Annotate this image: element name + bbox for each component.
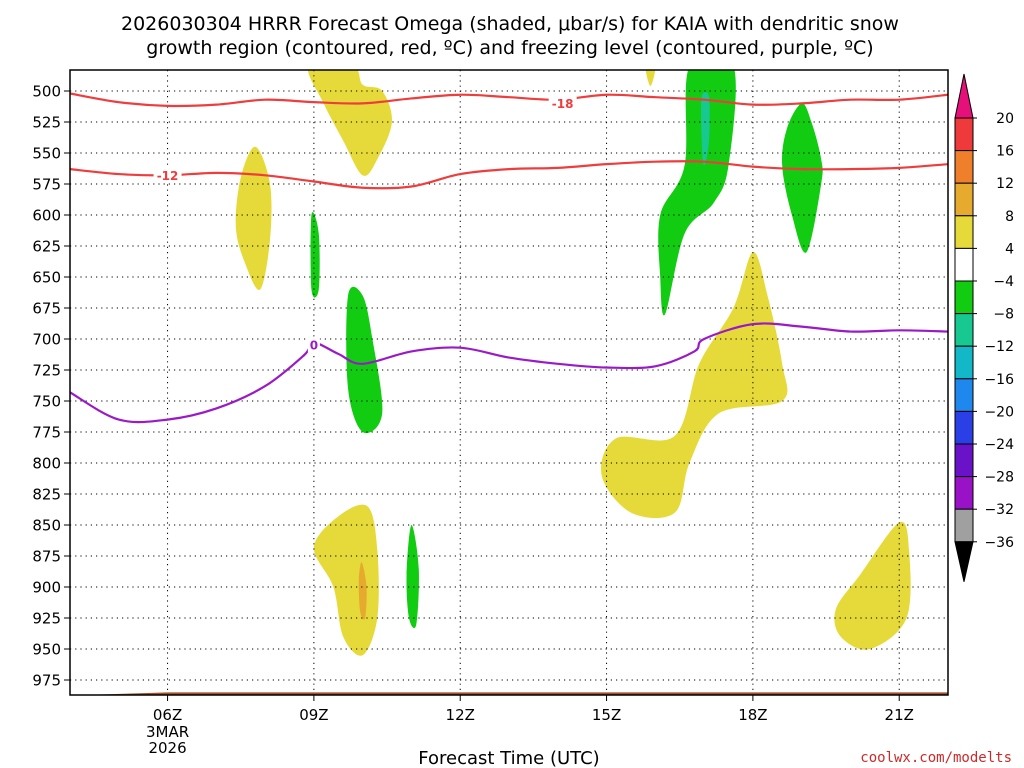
shade-yellow-21z xyxy=(834,521,911,650)
contour--12 xyxy=(70,160,948,190)
y-tick-label-775: 775 xyxy=(32,424,61,442)
chart-title-line-2: growth region (contoured, red, ºC) and f… xyxy=(146,37,873,59)
shade-yellow-07z-08z xyxy=(235,146,272,290)
contour-label-bg--18 xyxy=(548,96,577,111)
colorbar-bin-1 xyxy=(954,150,974,184)
y-tick-label-750: 750 xyxy=(32,393,61,411)
y-tick-label-725: 725 xyxy=(32,362,61,380)
contour-0 xyxy=(70,322,948,424)
colorbar-bin-12 xyxy=(954,508,974,543)
colorbar-bin-8 xyxy=(954,378,974,412)
colorbar-bin-10 xyxy=(954,443,974,478)
colorbar-label-10: −24 xyxy=(984,437,1014,453)
y-tick-label-700: 700 xyxy=(32,331,61,349)
shade-yellow-near-15z-top xyxy=(645,70,656,87)
y-tick-label-850: 850 xyxy=(32,517,61,535)
chart-title-line-1: 2026030304 HRRR Forecast Omega (shaded, … xyxy=(121,13,899,35)
shade-green-09z-small xyxy=(310,212,320,298)
y-tick-label-825: 825 xyxy=(32,486,61,504)
y-tick-label-575: 575 xyxy=(32,176,61,194)
shade-yellow-9z-10z-top xyxy=(308,70,392,176)
y-tick-label-550: 550 xyxy=(32,145,61,163)
colorbar-label-1: 16 xyxy=(996,144,1014,160)
shade-green-17z-tall xyxy=(658,70,736,316)
contour-label-bg-0 xyxy=(307,338,320,353)
colorbar-label-9: −20 xyxy=(984,404,1014,420)
x-tick-label-18Z: 18Z xyxy=(738,706,767,724)
colorbar-label-7: −12 xyxy=(984,339,1014,355)
y-tick-label-650: 650 xyxy=(32,269,61,287)
y-tick-label-925: 925 xyxy=(32,610,61,628)
colorbar-bin-0 xyxy=(954,117,974,152)
colorbar-label-4: 4 xyxy=(1005,241,1014,257)
colorbar-bin-9 xyxy=(954,410,974,445)
contour--18 xyxy=(70,92,948,108)
x-tick-label-21Z: 21Z xyxy=(885,706,914,724)
shade-yellow-09z-10z-bottom xyxy=(313,504,379,656)
y-tick-label-900: 900 xyxy=(32,579,61,597)
colorbar-bin-4 xyxy=(954,247,974,282)
shade-teal-17z-core xyxy=(701,91,710,166)
y-tick-label-525: 525 xyxy=(32,114,61,132)
colorbar: 20 16 12 8 4 −4 −8 −12 −16 −20 −24 −28 −32 −36 xyxy=(954,73,1014,582)
y-tick-label-600: 600 xyxy=(32,207,61,225)
temperature-contours xyxy=(70,92,948,424)
contour-label--18: -18 xyxy=(552,97,574,111)
pressure-axis: 500 525 550 575 600 625 650 675 700 725 750 775 800 8… xyxy=(32,83,70,690)
colorbar-bin-6 xyxy=(954,313,974,347)
x-tick-label-09Z: 09Z xyxy=(299,706,328,724)
contour-label-bg--12 xyxy=(153,168,182,183)
colorbar-bin-3 xyxy=(954,215,974,249)
y-tick-label-500: 500 xyxy=(32,83,61,101)
y-tick-label-975: 975 xyxy=(32,672,61,690)
contour-labels: -18 -12 0 xyxy=(153,96,577,353)
shade-yellow-15z-18z xyxy=(601,252,788,519)
y-tick-label-625: 625 xyxy=(32,238,61,256)
colorbar-bin-7 xyxy=(954,345,974,380)
shade-green-10z-tall xyxy=(346,286,383,434)
x-tick-sublabel-0: 3MAR xyxy=(146,723,189,741)
colorbar-bin-2 xyxy=(954,182,974,217)
colorbar-label-6: −8 xyxy=(993,307,1014,323)
x-tick-label-12Z: 12Z xyxy=(446,706,475,724)
colorbar-label-0: 20 xyxy=(996,111,1014,127)
y-tick-label-950: 950 xyxy=(32,641,61,659)
y-tick-label-875: 875 xyxy=(32,548,61,566)
y-tick-label-675: 675 xyxy=(32,300,61,318)
colorbar-label-13: −36 xyxy=(984,535,1014,551)
shade-green-19z xyxy=(781,103,823,253)
x-tick-sublabel-1: 2026 xyxy=(148,739,186,757)
x-axis-label: Forecast Time (UTC) xyxy=(418,748,599,768)
colorbar-bin-11 xyxy=(954,476,974,510)
colorbar-label-11: −28 xyxy=(984,470,1014,486)
shade-orange-10z-core xyxy=(358,562,367,620)
plot-area: -18 -12 0 xyxy=(69,69,949,696)
colorbar-label-5: −4 xyxy=(993,274,1014,290)
colorbar-label-8: −16 xyxy=(984,372,1014,388)
contour-label--12: -12 xyxy=(157,169,179,183)
dotted-grid xyxy=(70,70,948,695)
colorbar-label-3: 8 xyxy=(1005,209,1014,225)
shade-green-11z-small xyxy=(406,524,419,629)
plot-frame xyxy=(69,69,949,696)
credit-text: coolwx.com/modelts xyxy=(860,750,1012,766)
x-tick-label-06Z: 06Z xyxy=(153,706,182,724)
colorbar-top-arrow xyxy=(954,73,974,119)
y-tick-label-800: 800 xyxy=(32,455,61,473)
x-tick-label-15Z: 15Z xyxy=(592,706,621,724)
colorbar-bottom-arrow xyxy=(954,541,974,582)
colorbar-label-12: −32 xyxy=(984,502,1014,518)
colorbar-label-2: 12 xyxy=(996,176,1014,192)
omega-shading xyxy=(235,70,911,656)
contour-label-0: 0 xyxy=(310,339,318,353)
colorbar-bin-5 xyxy=(954,280,974,315)
